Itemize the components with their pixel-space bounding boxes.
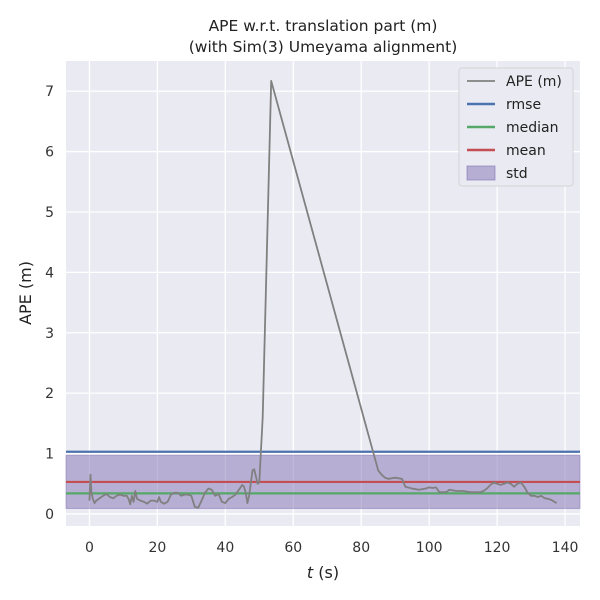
x-tick-label: 60 <box>284 540 302 556</box>
tick-labels: 0 20 40 60 80 100 120 140 0 1 2 3 4 5 6 7 <box>45 84 578 556</box>
y-tick-label: 5 <box>45 205 54 221</box>
y-tick-label: 3 <box>45 326 54 342</box>
legend-label: mean <box>506 143 546 159</box>
legend-label: median <box>506 120 558 136</box>
x-axis-label: t (s) <box>307 563 339 582</box>
legend-label: rmse <box>506 97 541 113</box>
x-tick-label: 40 <box>216 540 234 556</box>
x-tick-label: 20 <box>148 540 166 556</box>
x-axis-label-unit: (s) <box>313 563 339 582</box>
y-tick-label: 2 <box>45 386 54 402</box>
x-axis-label-var: t <box>307 563 314 582</box>
legend: APE (m) rmse median mean std <box>458 67 574 187</box>
y-tick-label: 0 <box>45 507 54 523</box>
y-tick-label: 1 <box>45 447 54 463</box>
legend-box <box>458 67 574 187</box>
y-tick-label: 4 <box>45 265 54 281</box>
chart-title-line1: APE w.r.t. translation part (m) <box>209 17 438 35</box>
y-tick-label: 6 <box>45 145 54 161</box>
ape-line <box>88 80 558 509</box>
y-tick-label: 7 <box>45 84 54 100</box>
x-tick-label: 120 <box>484 540 511 556</box>
x-tick-label: 80 <box>352 540 370 556</box>
x-tick-label: 0 <box>85 540 94 556</box>
legend-label: std <box>506 166 528 182</box>
legend-swatch-std <box>466 165 496 181</box>
y-axis-label: APE (m) <box>16 261 35 325</box>
legend-label: APE (m) <box>506 74 562 90</box>
x-tick-label: 100 <box>416 540 443 556</box>
chart-title-line2: (with Sim(3) Umeyama alignment) <box>189 38 458 56</box>
x-tick-label: 140 <box>552 540 579 556</box>
ape-series-layer <box>88 80 558 509</box>
